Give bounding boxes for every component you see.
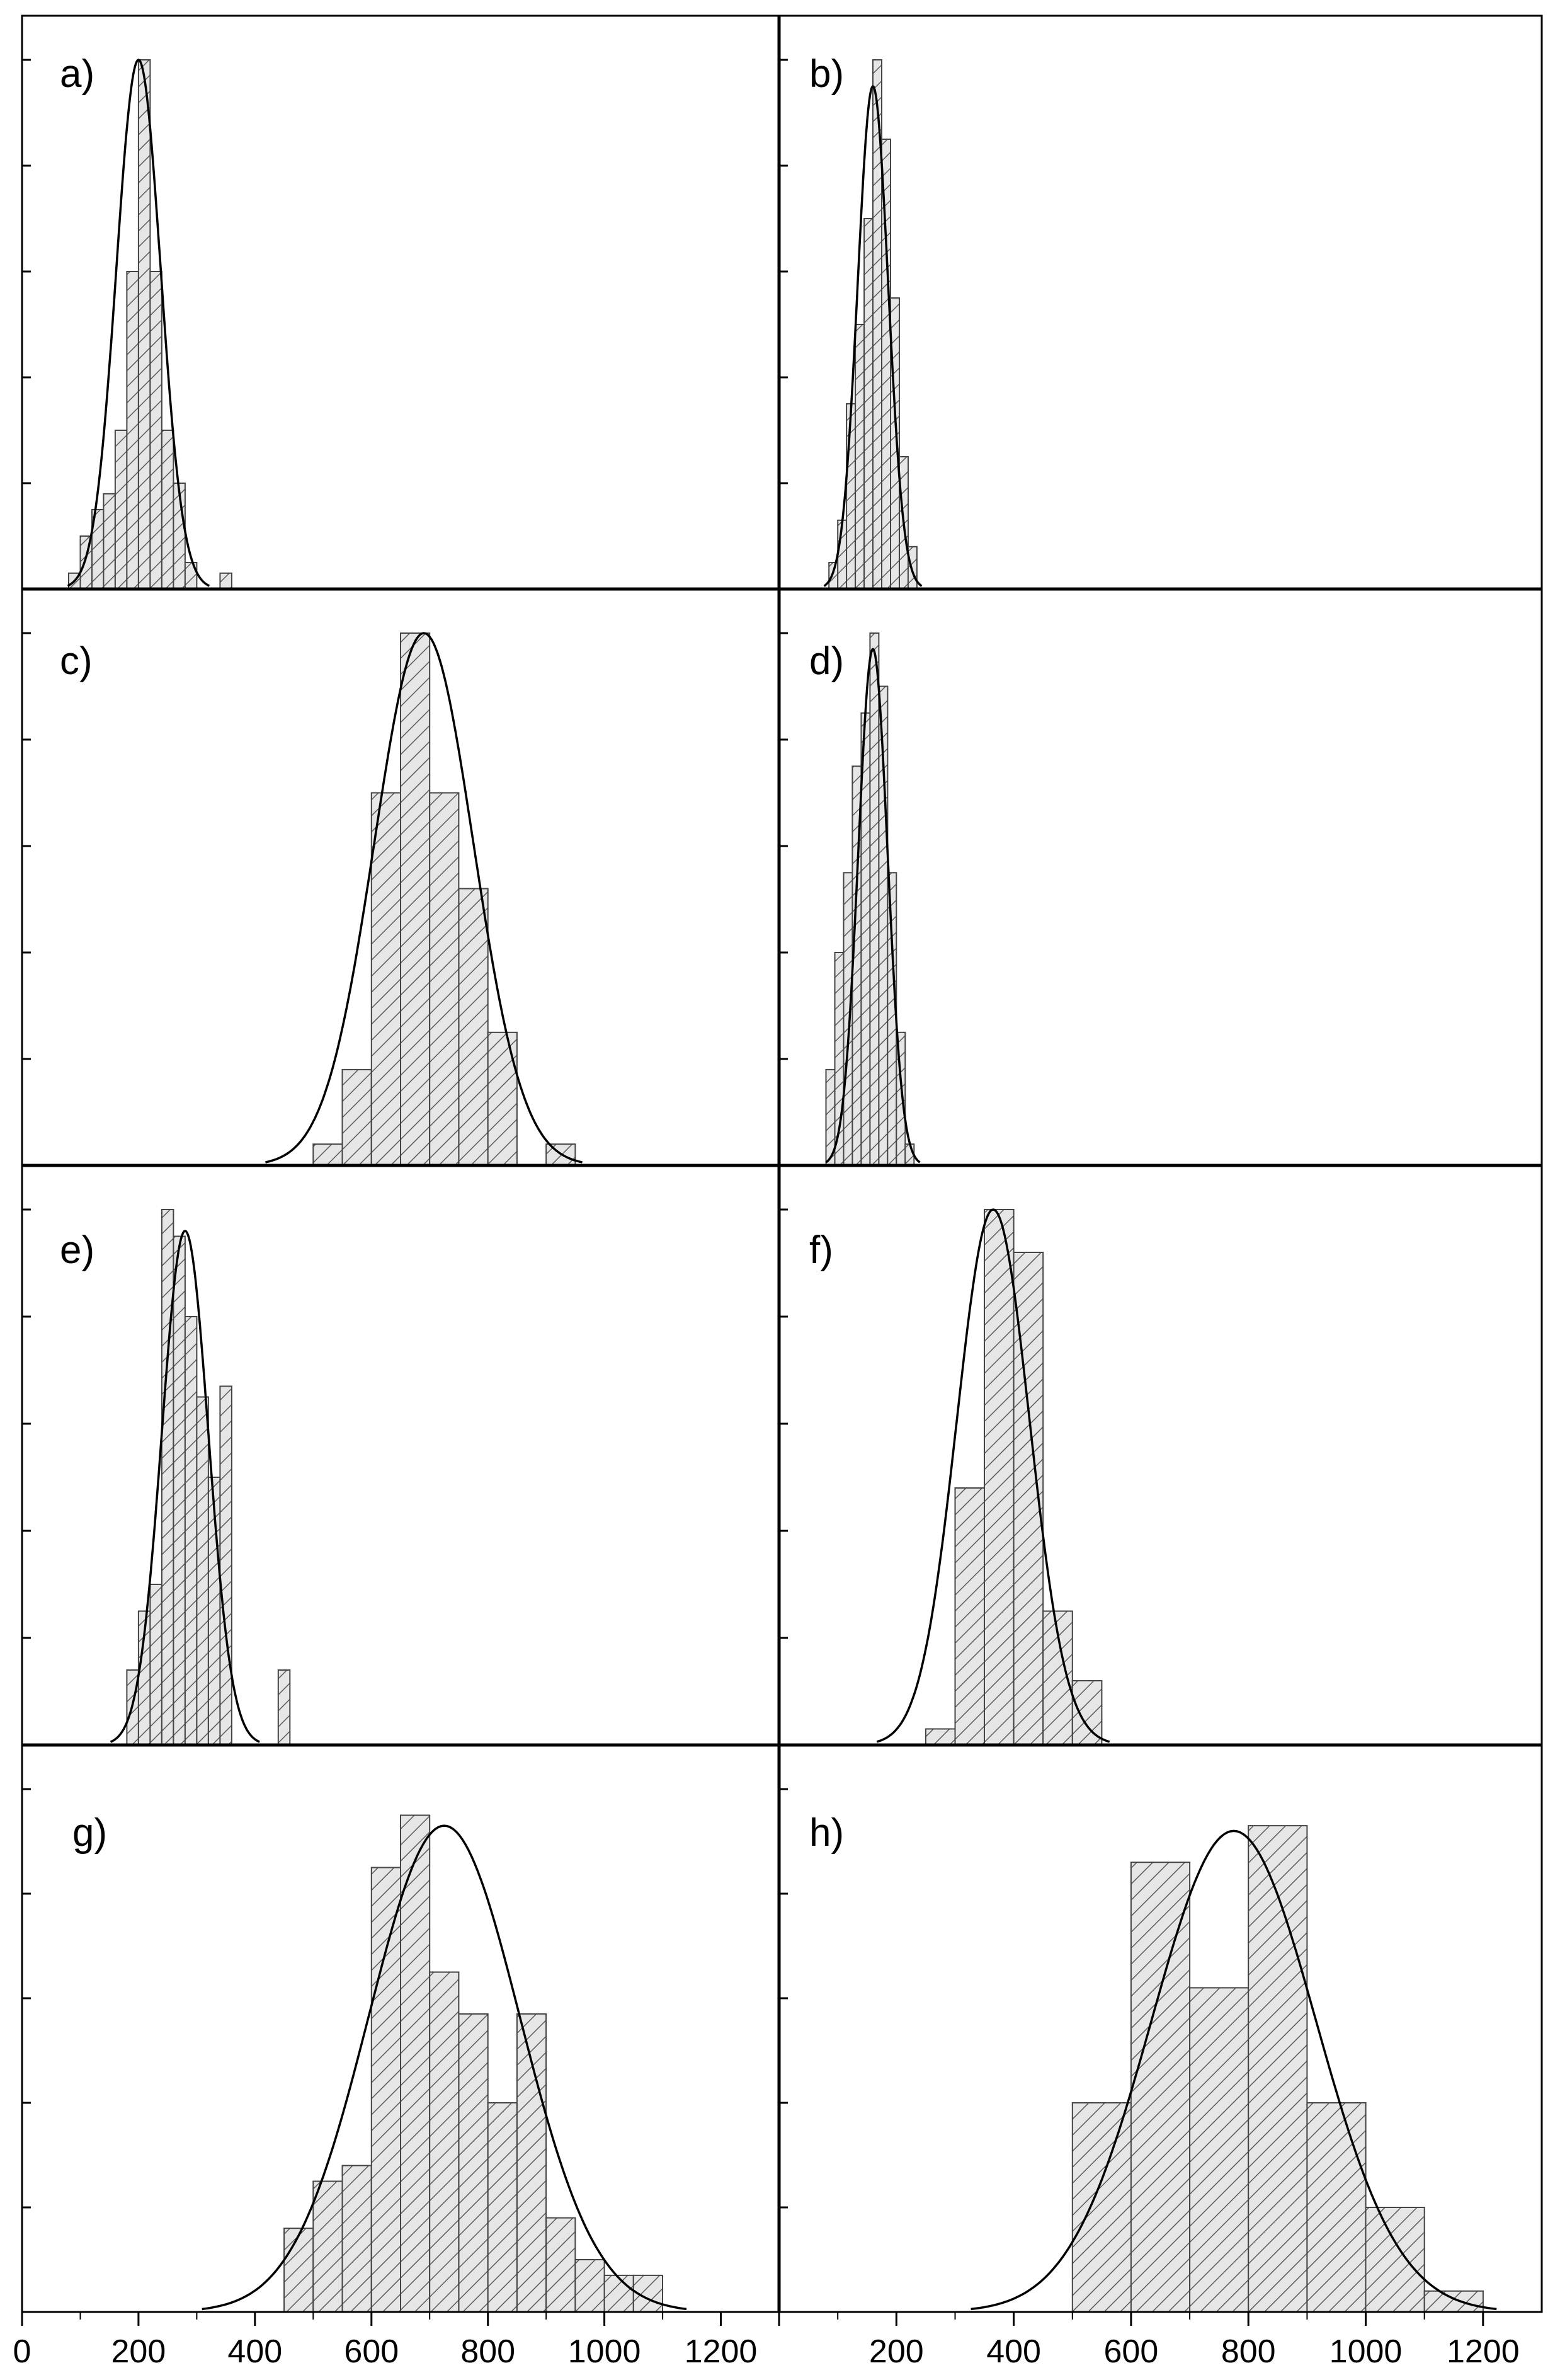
histogram-bar-f-2 [984, 1209, 1015, 1746]
x-tick-label-right-3: 600 [1104, 2333, 1159, 2370]
x-tick-label-left-6: 1200 [685, 2333, 758, 2370]
histogram-bar-f-1 [954, 1487, 986, 1746]
histogram-bar-b-0 [828, 562, 839, 590]
histogram-bar-a-7 [149, 271, 162, 590]
panel-d: d) [778, 588, 1543, 1167]
histogram-bar-b-2 [846, 403, 857, 590]
panel-label-h: h) [809, 1811, 844, 1855]
histogram-bar-e-8 [219, 1385, 232, 1746]
histogram-bar-b-9 [907, 546, 918, 590]
panel-frame-e [21, 1164, 780, 1746]
histogram-bar-e-6 [196, 1396, 209, 1746]
panel-c: c) [21, 588, 780, 1167]
histogram-bar-g-11 [603, 2274, 634, 2313]
histogram-bar-e-4 [173, 1235, 186, 1746]
histogram-bar-b-4 [863, 218, 874, 590]
panel-b: b) [778, 14, 1543, 590]
histogram-bar-g-9 [545, 2217, 576, 2313]
histogram-bar-f-5 [1071, 1680, 1103, 1746]
gaussian-fit-d [825, 648, 921, 1164]
histogram-bar-g-1 [312, 2180, 343, 2313]
x-tick-label-right-2: 400 [986, 2333, 1041, 2370]
gaussian-fit-g [202, 1824, 687, 2311]
panel-label-f: f) [809, 1228, 833, 1272]
histogram-bar-c-1 [341, 1068, 372, 1167]
x-tick-label-right-5: 1000 [1329, 2333, 1403, 2370]
histogram-bar-f-0 [925, 1728, 956, 1746]
histogram-bar-h-1 [1130, 1862, 1191, 2313]
histogram-bar-a-11 [219, 572, 232, 590]
histogram-bar-a-3 [103, 493, 116, 590]
panel-h: h) [778, 1744, 1543, 2313]
histogram-bar-c-0 [312, 1143, 343, 1166]
histogram-bar-d-7 [887, 872, 897, 1167]
histogram-bar-g-0 [283, 2228, 314, 2313]
histogram-bar-a-8 [161, 430, 174, 590]
x-tick-label-left-1: 200 [111, 2333, 166, 2370]
panel-label-e: e) [60, 1228, 94, 1272]
panel-label-a: a) [60, 52, 94, 96]
histogram-bar-b-3 [855, 324, 865, 590]
gaussian-fit-f [876, 1208, 1110, 1743]
histogram-bar-c-5 [458, 888, 489, 1166]
histogram-bar-e-2 [149, 1584, 162, 1746]
histogram-bar-h-4 [1306, 2102, 1367, 2313]
x-tick-label-right-1: 200 [869, 2333, 924, 2370]
panel-label-d: d) [809, 639, 844, 683]
histogram-bar-h-3 [1248, 1825, 1308, 2313]
x-tick-label-left-5: 1000 [568, 2333, 641, 2370]
panel-f: f) [778, 1164, 1543, 1746]
histogram-bar-g-6 [458, 2013, 489, 2313]
panel-label-g: g) [72, 1811, 107, 1855]
x-tick-label-right-4: 800 [1221, 2333, 1276, 2370]
x-tick-label-left-2: 400 [227, 2333, 282, 2370]
x-tick-label-right-6: 1200 [1447, 2333, 1520, 2370]
x-tick-label-left-0: 0 [13, 2333, 31, 2370]
histogram-bar-a-4 [114, 430, 128, 590]
histogram-bar-h-5 [1365, 2207, 1425, 2313]
histogram-bar-g-2 [341, 2165, 372, 2313]
panel-g: g) [21, 1744, 780, 2313]
histogram-bar-g-3 [370, 1867, 401, 2313]
histogram-bar-e-3 [161, 1209, 174, 1746]
histogram-bar-h-0 [1071, 2102, 1132, 2313]
histogram-bar-d-2 [843, 872, 853, 1167]
histogram-bar-a-6 [137, 59, 151, 590]
histogram-bar-g-10 [574, 2259, 605, 2313]
x-tick-label-left-4: 800 [460, 2333, 515, 2370]
histogram-bar-d-5 [869, 632, 880, 1166]
histogram-bar-c-4 [429, 792, 460, 1166]
histogram-bar-a-5 [126, 271, 139, 590]
x-tick-label-left-3: 600 [344, 2333, 399, 2370]
histogram-bar-e-5 [184, 1316, 198, 1746]
x-axis-right: 200 400 600 800 1000 1200 [778, 2312, 1520, 2370]
histogram-bar-g-7 [487, 2102, 518, 2313]
histogram-bar-c-2 [370, 792, 401, 1166]
gaussian-fit-e [110, 1230, 260, 1743]
histogram-bar-c-3 [400, 632, 431, 1166]
histogram-bar-g-4 [400, 1814, 431, 2313]
gaussian-fit-c [265, 632, 583, 1164]
x-axis-left: 0 200 400 600 800 1000 1200 [13, 2312, 758, 2370]
panel-frame-f [778, 1164, 1543, 1746]
histogram-bar-c-6 [487, 1031, 518, 1167]
panel-label-c: c) [60, 639, 93, 683]
panel-a: a) [21, 14, 780, 590]
gaussian-fit-h [971, 1829, 1497, 2311]
histogram-bar-e-9 [277, 1669, 291, 1746]
histogram-bar-h-2 [1189, 1987, 1250, 2313]
panel-e: e) [21, 1164, 780, 1746]
histogram-bar-b-6 [881, 139, 891, 590]
gaussian-fit-a [67, 59, 210, 587]
panel-label-b: b) [809, 52, 844, 96]
gaussian-fit-b [823, 84, 923, 587]
histogram-bar-h-6 [1423, 2290, 1484, 2313]
histogram-bar-g-5 [429, 1971, 460, 2313]
